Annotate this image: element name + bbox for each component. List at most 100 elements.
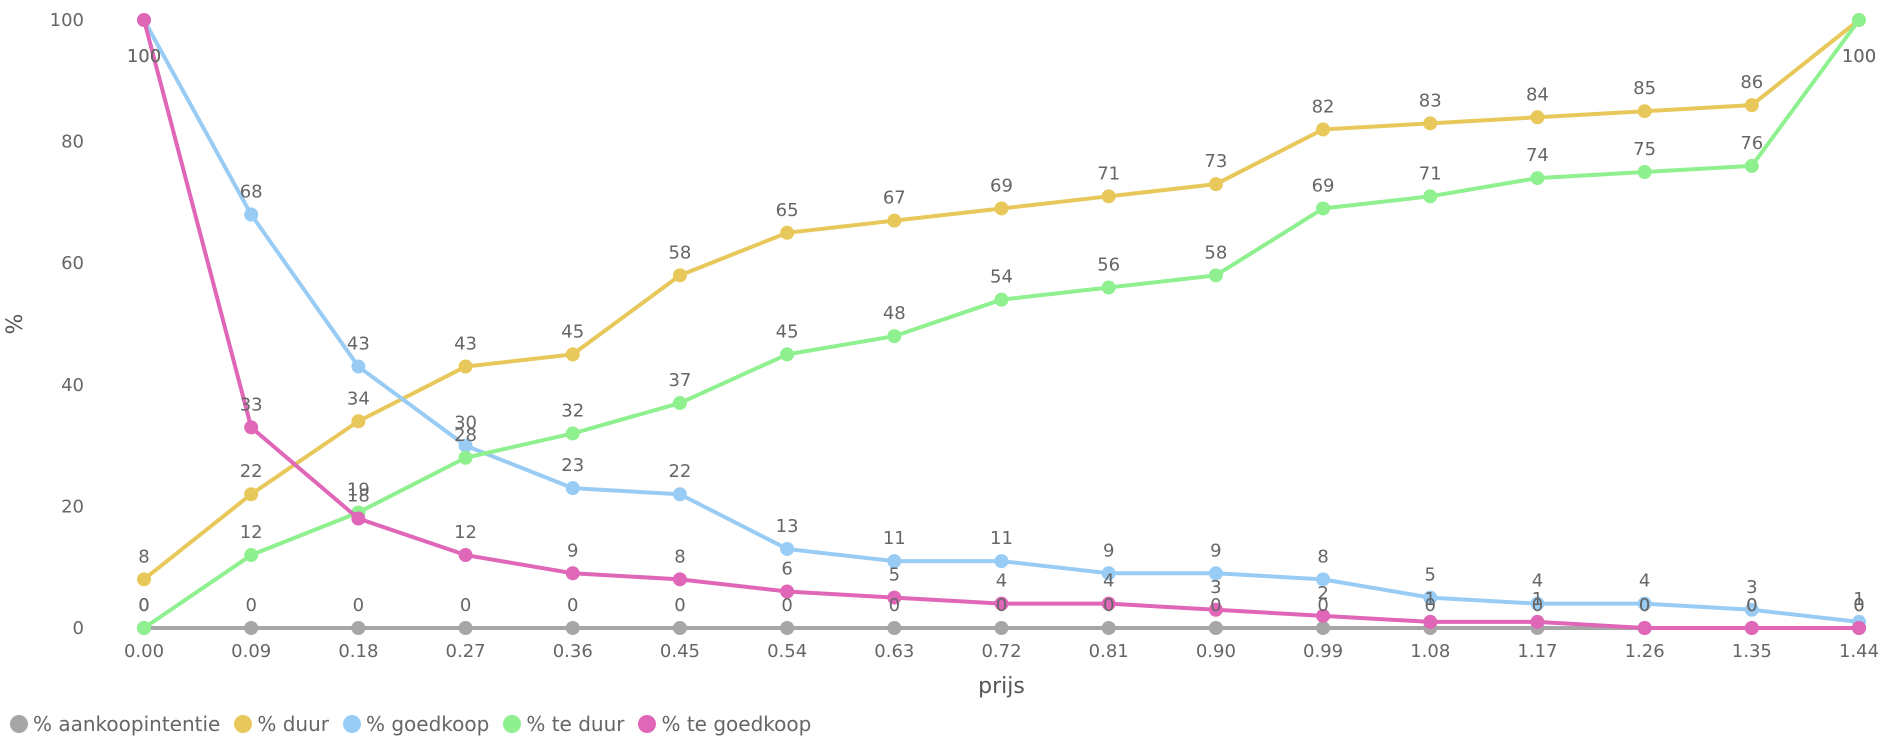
data-label: 5 bbox=[1425, 565, 1436, 586]
data-point[interactable] bbox=[458, 450, 473, 465]
data-point[interactable] bbox=[565, 481, 580, 496]
data-point[interactable] bbox=[137, 13, 151, 27]
data-label: 73 bbox=[1204, 151, 1227, 172]
data-point[interactable] bbox=[565, 347, 580, 362]
data-point[interactable] bbox=[994, 596, 1009, 611]
data-point[interactable] bbox=[458, 548, 473, 563]
data-point[interactable] bbox=[244, 487, 259, 502]
data-point[interactable] bbox=[458, 621, 473, 635]
data-point[interactable] bbox=[1208, 177, 1223, 192]
data-point[interactable] bbox=[780, 621, 795, 635]
data-point[interactable] bbox=[1744, 158, 1759, 173]
data-point[interactable] bbox=[1637, 165, 1652, 179]
x-tick-label: 0.99 bbox=[1303, 641, 1343, 662]
data-point[interactable] bbox=[1637, 596, 1652, 611]
data-point[interactable] bbox=[1316, 608, 1331, 623]
data-point[interactable] bbox=[994, 621, 1009, 635]
data-label: 5 bbox=[889, 565, 900, 586]
data-point[interactable] bbox=[351, 621, 366, 635]
data-point[interactable] bbox=[565, 426, 580, 441]
legend-item-aankoopintentie[interactable]: % aankoopintentie bbox=[10, 712, 220, 736]
legend-item-goedkoop[interactable]: % goedkoop bbox=[342, 712, 489, 736]
data-point[interactable] bbox=[1637, 621, 1652, 635]
data-point[interactable] bbox=[780, 541, 795, 556]
data-label: 9 bbox=[1210, 540, 1221, 561]
data-point[interactable] bbox=[137, 572, 151, 587]
data-point[interactable] bbox=[1744, 98, 1759, 113]
data-point[interactable] bbox=[351, 359, 366, 374]
data-label: 45 bbox=[561, 321, 584, 342]
x-tick-label: 0.81 bbox=[1089, 641, 1129, 662]
data-point[interactable] bbox=[351, 511, 366, 526]
data-point[interactable] bbox=[1852, 621, 1866, 635]
data-point[interactable] bbox=[1637, 104, 1652, 119]
data-point[interactable] bbox=[244, 207, 259, 222]
data-point[interactable] bbox=[780, 225, 795, 240]
data-point[interactable] bbox=[1208, 566, 1223, 581]
x-tick-label: 0.63 bbox=[874, 641, 914, 662]
data-point[interactable] bbox=[1316, 621, 1331, 635]
data-point[interactable] bbox=[1423, 189, 1438, 204]
data-point[interactable] bbox=[1530, 614, 1545, 629]
data-point[interactable] bbox=[994, 292, 1009, 307]
data-point[interactable] bbox=[137, 621, 151, 635]
data-point[interactable] bbox=[887, 329, 902, 344]
legend-marker bbox=[10, 715, 28, 733]
y-tick-label: 0 bbox=[73, 618, 84, 639]
data-point[interactable] bbox=[1101, 280, 1116, 295]
data-label: 1 bbox=[1853, 589, 1864, 610]
data-label: 54 bbox=[990, 267, 1013, 288]
data-point[interactable] bbox=[1101, 596, 1116, 611]
x-tick-label: 0.72 bbox=[981, 641, 1021, 662]
data-point[interactable] bbox=[1208, 268, 1223, 283]
data-point[interactable] bbox=[1316, 572, 1331, 587]
data-point[interactable] bbox=[1101, 566, 1116, 581]
data-label: 65 bbox=[776, 200, 799, 221]
data-label: 12 bbox=[240, 522, 263, 543]
legend-label: % te goedkoop bbox=[661, 712, 812, 736]
data-point[interactable] bbox=[1101, 189, 1116, 204]
data-point[interactable] bbox=[1530, 596, 1545, 611]
legend-item-te-goedkoop[interactable]: % te goedkoop bbox=[638, 712, 811, 736]
data-point[interactable] bbox=[1316, 201, 1331, 216]
data-point[interactable] bbox=[1744, 621, 1759, 635]
data-point[interactable] bbox=[351, 414, 366, 429]
data-point[interactable] bbox=[458, 359, 473, 374]
data-label: 45 bbox=[776, 321, 799, 342]
data-point[interactable] bbox=[1744, 602, 1759, 617]
data-point[interactable] bbox=[672, 572, 687, 587]
data-point[interactable] bbox=[1423, 614, 1438, 629]
legend-item-te-duur[interactable]: % te duur bbox=[503, 712, 624, 736]
data-point[interactable] bbox=[244, 548, 259, 563]
data-point[interactable] bbox=[994, 201, 1009, 216]
legend-item-duur[interactable]: % duur bbox=[234, 712, 329, 736]
data-point[interactable] bbox=[887, 590, 902, 605]
x-tick-label: 1.44 bbox=[1839, 641, 1879, 662]
data-point[interactable] bbox=[1423, 116, 1438, 131]
data-point[interactable] bbox=[1316, 122, 1331, 137]
data-point[interactable] bbox=[672, 621, 687, 635]
data-point[interactable] bbox=[780, 347, 795, 362]
data-point[interactable] bbox=[1208, 621, 1223, 635]
data-point[interactable] bbox=[1208, 602, 1223, 617]
data-point[interactable] bbox=[458, 438, 473, 453]
data-point[interactable] bbox=[994, 554, 1009, 569]
data-point[interactable] bbox=[244, 621, 259, 635]
data-point[interactable] bbox=[1530, 171, 1545, 186]
data-point[interactable] bbox=[887, 554, 902, 569]
data-point[interactable] bbox=[887, 621, 902, 635]
y-tick-label: 20 bbox=[61, 496, 84, 517]
data-point[interactable] bbox=[1852, 13, 1866, 27]
data-point[interactable] bbox=[672, 487, 687, 502]
data-point[interactable] bbox=[672, 268, 687, 283]
data-label: 0 bbox=[1746, 595, 1757, 616]
data-point[interactable] bbox=[1423, 590, 1438, 605]
data-point[interactable] bbox=[1101, 621, 1116, 635]
data-point[interactable] bbox=[1530, 110, 1545, 125]
data-point[interactable] bbox=[565, 566, 580, 581]
data-point[interactable] bbox=[244, 420, 259, 435]
data-point[interactable] bbox=[672, 396, 687, 411]
data-point[interactable] bbox=[780, 584, 795, 599]
data-point[interactable] bbox=[887, 213, 902, 228]
data-point[interactable] bbox=[565, 621, 580, 635]
